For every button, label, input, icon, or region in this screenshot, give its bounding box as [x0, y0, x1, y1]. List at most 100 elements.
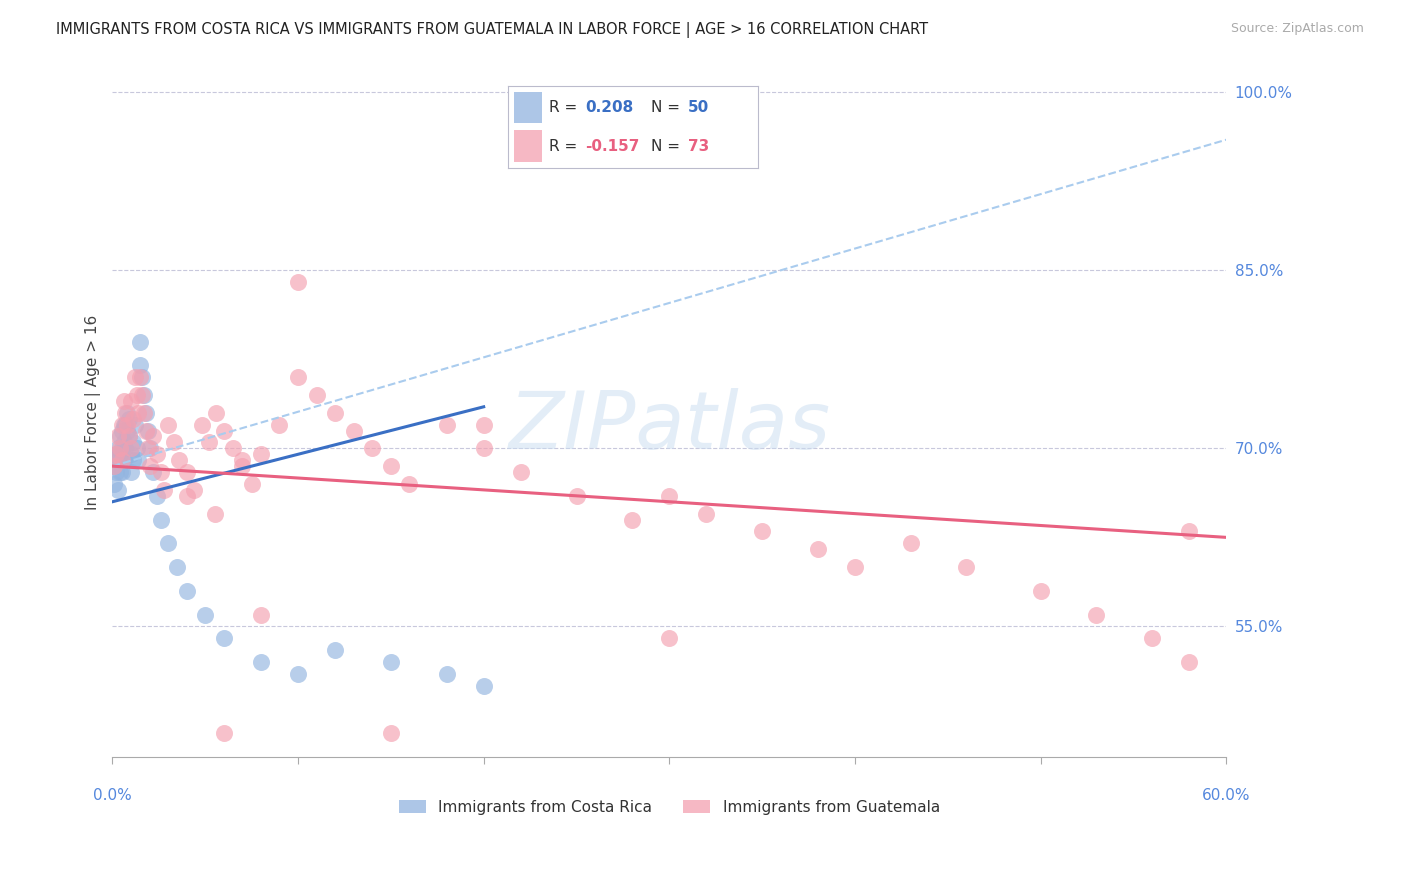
Point — [176, 489, 198, 503]
Point — [117, 406, 139, 420]
Point — [163, 435, 186, 450]
Point — [157, 536, 180, 550]
Point — [135, 424, 157, 438]
Point — [1140, 632, 1163, 646]
Point — [472, 679, 495, 693]
Point — [131, 370, 153, 384]
Point — [112, 417, 135, 432]
Point — [117, 417, 139, 432]
Point — [112, 435, 135, 450]
Point — [138, 459, 160, 474]
Point — [108, 447, 131, 461]
Point — [103, 459, 125, 474]
Point — [658, 489, 681, 503]
Point — [131, 388, 153, 402]
Point — [121, 411, 143, 425]
Legend: Immigrants from Costa Rica, Immigrants from Guatemala: Immigrants from Costa Rica, Immigrants f… — [399, 799, 941, 814]
Point — [436, 666, 458, 681]
Point — [118, 411, 141, 425]
Point — [472, 442, 495, 456]
Text: 0.0%: 0.0% — [93, 788, 132, 803]
Point — [398, 477, 420, 491]
Point — [380, 655, 402, 669]
Point — [380, 726, 402, 740]
Point — [120, 465, 142, 479]
Point — [114, 406, 136, 420]
Point — [166, 560, 188, 574]
Point — [121, 453, 143, 467]
Text: IMMIGRANTS FROM COSTA RICA VS IMMIGRANTS FROM GUATEMALA IN LABOR FORCE | AGE > 1: IMMIGRANTS FROM COSTA RICA VS IMMIGRANTS… — [56, 22, 928, 38]
Point — [103, 459, 125, 474]
Point — [136, 442, 159, 456]
Point — [129, 370, 152, 384]
Point — [149, 512, 172, 526]
Point — [117, 424, 139, 438]
Point — [111, 465, 134, 479]
Point — [120, 442, 142, 456]
Point — [844, 560, 866, 574]
Point — [212, 726, 235, 740]
Point — [1029, 583, 1052, 598]
Point — [1085, 607, 1108, 622]
Point — [323, 643, 346, 657]
Point — [111, 442, 134, 456]
Point — [287, 275, 309, 289]
Point — [105, 447, 128, 461]
Point — [142, 465, 165, 479]
Point — [111, 424, 134, 438]
Point — [287, 370, 309, 384]
Point — [146, 447, 169, 461]
Point — [250, 607, 273, 622]
Point — [105, 465, 128, 479]
Point — [107, 429, 129, 443]
Point — [157, 417, 180, 432]
Point — [658, 632, 681, 646]
Point — [222, 442, 245, 456]
Point — [142, 429, 165, 443]
Point — [212, 632, 235, 646]
Point — [108, 429, 131, 443]
Point — [361, 442, 384, 456]
Point — [125, 442, 148, 456]
Point — [509, 465, 531, 479]
Y-axis label: In Labor Force | Age > 16: In Labor Force | Age > 16 — [86, 315, 101, 510]
Text: ZIPatlas: ZIPatlas — [508, 387, 831, 466]
Point — [136, 424, 159, 438]
Point — [114, 442, 136, 456]
Point — [108, 465, 131, 479]
Point — [105, 447, 128, 461]
Point — [205, 406, 228, 420]
Point — [153, 483, 176, 497]
Point — [127, 453, 149, 467]
Point — [751, 524, 773, 539]
Point — [149, 465, 172, 479]
Point — [287, 666, 309, 681]
Point — [231, 453, 253, 467]
Point — [955, 560, 977, 574]
Point — [118, 429, 141, 443]
Point — [194, 607, 217, 622]
Point — [132, 406, 155, 420]
Point — [129, 358, 152, 372]
Point — [114, 417, 136, 432]
Point — [1178, 655, 1201, 669]
Point — [129, 334, 152, 349]
Point — [108, 442, 131, 456]
Point — [112, 453, 135, 467]
Point — [121, 435, 143, 450]
Point — [250, 447, 273, 461]
Point — [132, 388, 155, 402]
Point — [436, 417, 458, 432]
Text: 60.0%: 60.0% — [1202, 788, 1250, 803]
Point — [111, 453, 134, 467]
Point — [120, 447, 142, 461]
Text: Source: ZipAtlas.com: Source: ZipAtlas.com — [1230, 22, 1364, 36]
Point — [107, 453, 129, 467]
Point — [107, 442, 129, 456]
Point — [807, 542, 830, 557]
Point — [212, 424, 235, 438]
Point — [565, 489, 588, 503]
Point — [343, 424, 366, 438]
Point — [472, 417, 495, 432]
Point — [204, 507, 226, 521]
